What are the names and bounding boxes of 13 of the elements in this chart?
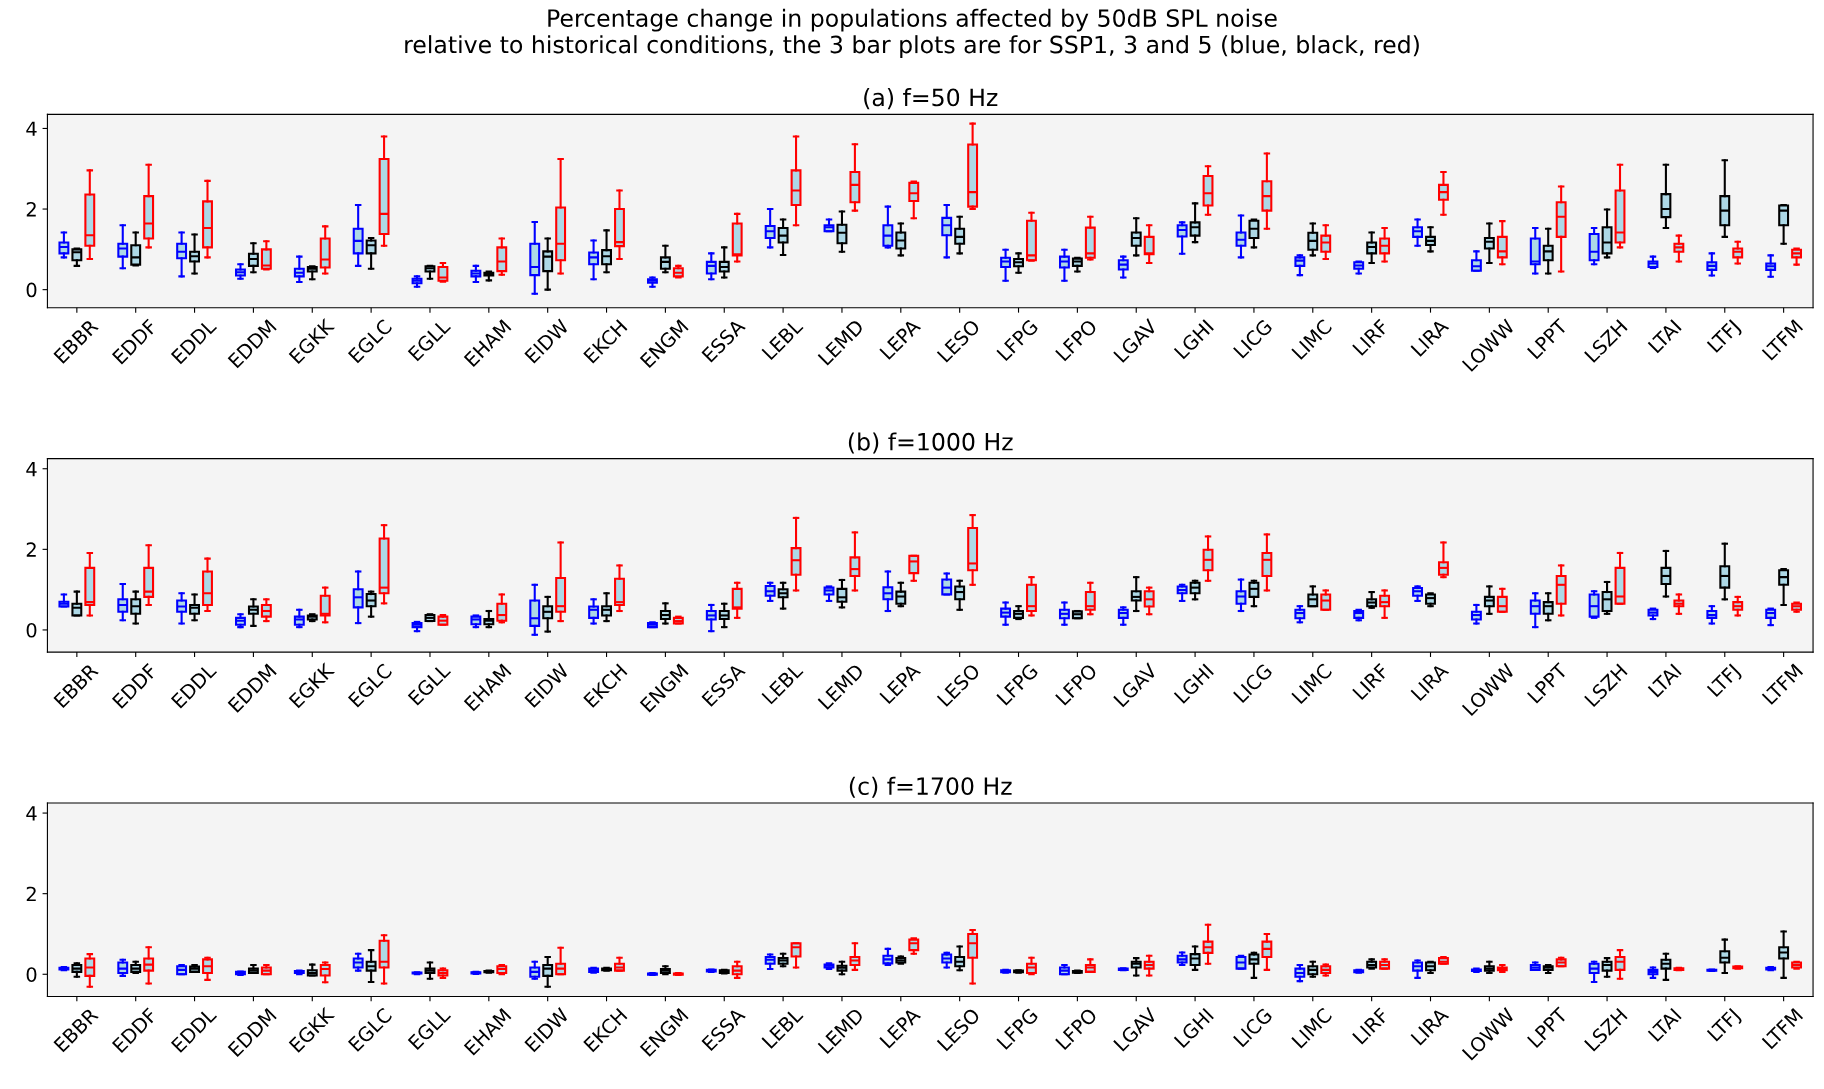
y-tick-label: 2: [26, 542, 36, 557]
text: Percentage change in populations affected by 50dB SPL noise relative to historical conditions, the 3 bar plots are for SSP1, 3 and 5 (blue, black, red): [405, 8, 1419, 58]
y-tick-label: 0: [26, 967, 37, 982]
y-tick-label: 4: [26, 461, 37, 477]
chart-title: (b) f=1000 Hz: [848, 432, 1013, 454]
y-tick-label: 2: [26, 886, 36, 902]
y-tick-label: 4: [26, 121, 37, 136]
chart-title: (c) f=1700 Hz: [849, 776, 1012, 798]
y-tick-label: 0: [26, 622, 37, 638]
y-tick-label: 2: [26, 202, 36, 217]
y-tick-label: 4: [26, 806, 37, 821]
chart-title: (a) f=50 Hz: [864, 88, 998, 110]
y-tick-label: 0: [26, 282, 37, 298]
